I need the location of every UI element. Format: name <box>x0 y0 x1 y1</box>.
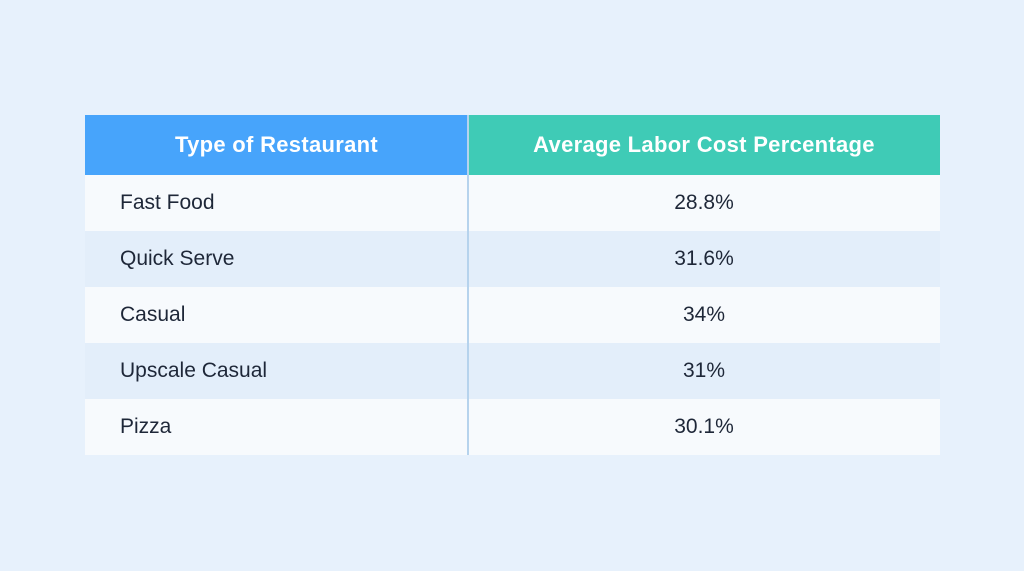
labor-cost-value-cell: 30.1% <box>674 415 734 438</box>
column-divider-line <box>467 115 469 455</box>
labor-cost-value-cell: 31.6% <box>674 247 734 270</box>
labor-cost-table: Type of Restaurant Average Labor Cost Pe… <box>85 115 940 455</box>
restaurant-type-cell: Fast Food <box>120 191 215 214</box>
labor-cost-value-cell: 28.8% <box>674 191 734 214</box>
labor-cost-value-cell: 34% <box>682 303 726 326</box>
header-type-of-restaurant: Type of Restaurant <box>85 115 468 175</box>
table-body: Fast Food 28.8% Quick Serve 31.6% Casual 34% U… <box>85 175 940 455</box>
header-average-labor-cost-percentage: Average Labor Cost Percentage <box>468 115 940 175</box>
restaurant-type-cell: Pizza <box>120 415 172 438</box>
table-row: Fast Food 28.8% <box>85 175 940 231</box>
restaurant-type-cell: Casual <box>120 303 186 326</box>
labor-cost-value-cell: 31% <box>682 359 726 382</box>
restaurant-type-cell: Upscale Casual <box>120 359 268 382</box>
restaurant-type-cell: Quick Serve <box>120 247 235 270</box>
table-row: Quick Serve 31.6% <box>85 231 940 287</box>
table-header-row: Type of Restaurant Average Labor Cost Pe… <box>85 115 940 175</box>
table-row: Casual 34% <box>85 287 940 343</box>
table-row: Pizza 30.1% <box>85 399 940 455</box>
table-row: Upscale Casual 31% <box>85 343 940 399</box>
